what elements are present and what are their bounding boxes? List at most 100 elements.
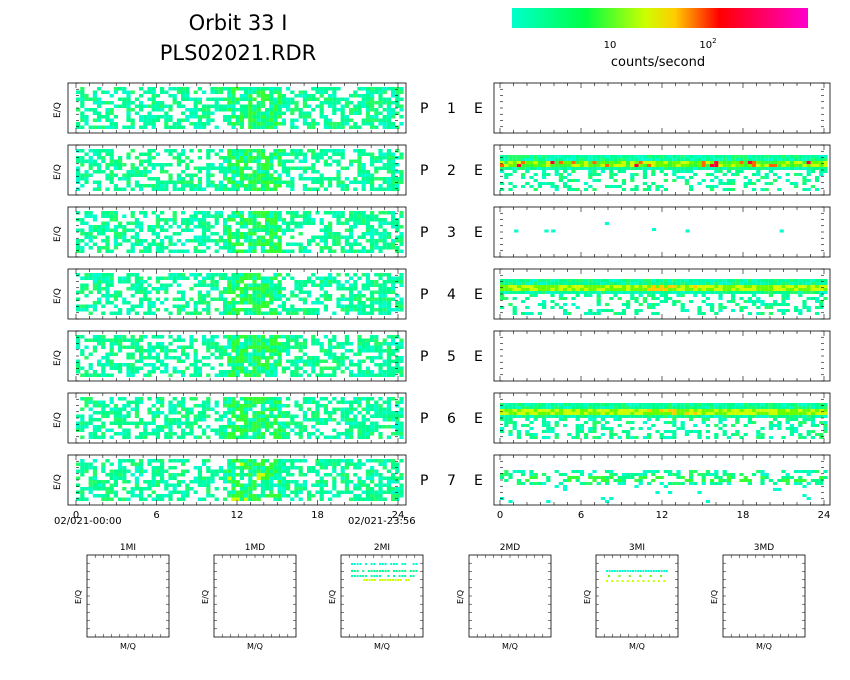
panel-row-6: E/Q P 6 E xyxy=(53,392,831,444)
mass-panel-xlabel: M/Q xyxy=(120,642,136,651)
ylabel-e-q: E/Q xyxy=(53,350,63,366)
mass-panels: 1MI M/Q E/Q 1MD M/Q E/Q 2MI M/Q E/Q 2MD M/Q E/Q 3MI M… xyxy=(74,543,806,651)
right-panel-frame xyxy=(493,82,831,134)
mass-panel-frame xyxy=(213,554,297,638)
mass-panel-frame xyxy=(340,554,424,638)
left-x-tick-label: 18 xyxy=(311,510,324,521)
left-x-tick-label: 6 xyxy=(153,510,159,521)
right-heatmap-2 xyxy=(493,144,831,196)
mass-panel-title: 3MD xyxy=(754,543,774,553)
mass-panel-3MI: 3MI M/Q E/Q xyxy=(583,543,679,651)
right-x-tick-label: 24 xyxy=(818,510,831,521)
row-label-p: P xyxy=(420,473,428,489)
mass-panel-ylabel: E/Q xyxy=(583,590,592,604)
mass-panel-frame xyxy=(468,554,552,638)
row-label-p: P xyxy=(420,411,428,427)
mass-panel-title: 2MI xyxy=(374,543,390,553)
panel-row-1: E/Q P 1 E xyxy=(53,82,831,134)
mass-panel-2MI: 2MI M/Q E/Q xyxy=(328,543,424,651)
mass-panel-1MD: 1MD M/Q E/Q xyxy=(201,543,297,651)
mass-panel-ylabel: E/Q xyxy=(74,590,83,604)
row-label-p: P xyxy=(420,163,428,179)
left-heatmap-7 xyxy=(67,454,407,506)
left-heatmap-3 xyxy=(67,206,407,258)
title-line2: PLS02021.RDR xyxy=(160,41,317,65)
row-label-number: 1 xyxy=(447,101,456,117)
ylabel-e-q: E/Q xyxy=(53,164,63,180)
mass-panel-xlabel: M/Q xyxy=(374,642,390,651)
ylabel-e-q: E/Q xyxy=(53,226,63,242)
right-heatmap-5 xyxy=(493,330,831,382)
row-label-e: E xyxy=(474,287,483,303)
time-start-label: 02/021-00:00 xyxy=(54,516,122,527)
colorbar-tick-100: 102 xyxy=(699,37,716,51)
mass-panel-ylabel: E/Q xyxy=(456,590,465,604)
row-label-e: E xyxy=(474,163,483,179)
left-x-tick-label: 24 xyxy=(392,510,405,521)
row-label-e: E xyxy=(474,473,483,489)
mass-panel-frame xyxy=(595,554,679,638)
left-heatmap-4 xyxy=(67,268,407,320)
row-label-e: E xyxy=(474,411,483,427)
row-label-number: 3 xyxy=(447,225,456,241)
panel-row-7: E/Q P 7 E xyxy=(53,454,831,506)
mass-panel-ylabel: E/Q xyxy=(710,590,719,604)
left-x-tick-label: 12 xyxy=(231,510,244,521)
ylabel-e-q: E/Q xyxy=(53,474,63,490)
panel-row-4: E/Q P 4 E xyxy=(53,268,831,320)
mass-panel-title: 2MD xyxy=(500,543,520,553)
panel-row-3: E/Q P 3 E xyxy=(53,206,831,258)
panel-row-2: E/Q P 2 E xyxy=(53,144,831,196)
energy-panels: E/Q P 1 E E/Q P 2 E E/Q P 3 E E/Q P 4 E E/Q P 5 E E/Q P 6 E E/Q P… xyxy=(53,82,831,521)
row-label-p: P xyxy=(420,225,428,241)
mass-panel-2MD: 2MD M/Q E/Q xyxy=(456,543,552,651)
mass-panel-xlabel: M/Q xyxy=(247,642,263,651)
row-label-number: 5 xyxy=(447,349,456,365)
row-label-e: E xyxy=(474,349,483,365)
title-line1: Orbit 33 I xyxy=(189,11,288,35)
right-x-tick-label: 18 xyxy=(737,510,750,521)
right-x-tick-label: 12 xyxy=(656,510,669,521)
right-heatmap-4 xyxy=(493,268,831,320)
mass-panel-xlabel: M/Q xyxy=(629,642,645,651)
row-label-number: 2 xyxy=(447,163,456,179)
colorbar-gradient xyxy=(512,8,808,28)
left-heatmap-2 xyxy=(67,144,407,196)
row-label-e: E xyxy=(474,225,483,241)
mass-panel-frame xyxy=(86,554,170,638)
left-x-tick-label: 0 xyxy=(73,510,79,521)
mass-panel-xlabel: M/Q xyxy=(502,642,518,651)
ylabel-e-q: E/Q xyxy=(53,412,63,428)
time-end-label: 02/021-23:56 xyxy=(348,516,416,527)
mass-panel-title: 1MI xyxy=(120,543,136,553)
right-heatmap-3 xyxy=(493,206,831,258)
mass-panel-1MI: 1MI M/Q E/Q xyxy=(74,543,170,651)
mass-panel-title: 1MD xyxy=(245,543,265,553)
right-heatmap-6 xyxy=(493,392,831,444)
row-label-p: P xyxy=(420,101,428,117)
mass-panel-xlabel: M/Q xyxy=(756,642,772,651)
right-x-tick-label: 0 xyxy=(497,510,503,521)
row-label-number: 4 xyxy=(447,287,456,303)
left-heatmap-6 xyxy=(67,392,407,444)
right-x-tick-label: 6 xyxy=(578,510,584,521)
mass-panel-ylabel: E/Q xyxy=(328,590,337,604)
colorbar-tick-10: 10 xyxy=(604,40,617,51)
panel-row-5: E/Q P 5 E xyxy=(53,330,831,382)
left-heatmap-5 xyxy=(67,330,407,382)
row-label-e: E xyxy=(474,101,483,117)
row-label-number: 7 xyxy=(447,473,456,489)
colorbar: 10 102 counts/second xyxy=(512,8,808,70)
mass-panel-frame xyxy=(722,554,806,638)
ylabel-e-q: E/Q xyxy=(53,288,63,304)
right-panel-frame xyxy=(493,330,831,382)
colorbar-label: counts/second xyxy=(611,55,705,70)
mass-panel-ylabel: E/Q xyxy=(201,590,210,604)
ylabel-e-q: E/Q xyxy=(53,102,63,118)
left-heatmap-1 xyxy=(67,82,407,134)
row-label-p: P xyxy=(420,349,428,365)
right-heatmap-7 xyxy=(493,454,831,506)
row-label-number: 6 xyxy=(447,411,456,427)
mass-panel-3MD: 3MD M/Q E/Q xyxy=(710,543,806,651)
